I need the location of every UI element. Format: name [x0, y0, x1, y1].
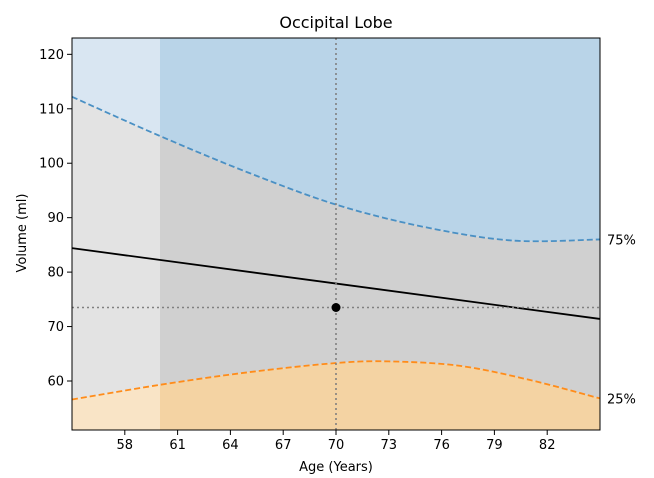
x-axis-title: Age (Years): [299, 460, 373, 475]
region-group-light: [72, 38, 160, 430]
percentile-label: 25%: [607, 392, 636, 407]
subject-point: [331, 303, 341, 312]
region-group-dark: [160, 38, 600, 430]
y-tick-label: 70: [47, 320, 64, 335]
y-tick-label: 100: [39, 157, 64, 172]
x-tick-label: 61: [169, 438, 186, 453]
chart-title: Occipital Lobe: [279, 13, 392, 32]
x-tick-label: 82: [539, 438, 556, 453]
lower-region-dark: [160, 361, 600, 430]
x-tick-label: 58: [117, 438, 134, 453]
x-tick-label: 64: [222, 438, 239, 453]
x-tick-label: 73: [381, 438, 398, 453]
y-axis-title: Volume (ml): [15, 194, 30, 273]
x-tick-label: 79: [486, 438, 503, 453]
lower-percentile-line: [71, 360, 601, 401]
upper-region-light: [72, 38, 160, 136]
y-tick-label: 120: [39, 48, 64, 63]
shaded-regions: [72, 38, 600, 430]
y-tick-label: 80: [47, 266, 64, 281]
y-tick-label: 90: [47, 211, 64, 226]
x-tick-label: 76: [433, 438, 450, 453]
middle-region-dark: [160, 136, 600, 399]
percentile-labels: 75% 25%: [607, 233, 636, 407]
x-tick-label: 67: [275, 438, 292, 453]
y-tick-label: 60: [47, 375, 64, 390]
subject-marker: [331, 303, 341, 312]
upper-region-dark: [160, 38, 600, 242]
y-axis-ticks: 60 70 80 90 100 110 120: [39, 48, 72, 390]
x-axis-ticks: 58 61 64 67 70 73 76 79 82: [117, 430, 556, 453]
middle-region-light: [72, 96, 160, 400]
crosshair: [72, 38, 600, 430]
percentile-label: 75%: [607, 233, 636, 248]
x-tick-label: 70: [328, 438, 345, 453]
y-tick-label: 110: [39, 102, 64, 117]
